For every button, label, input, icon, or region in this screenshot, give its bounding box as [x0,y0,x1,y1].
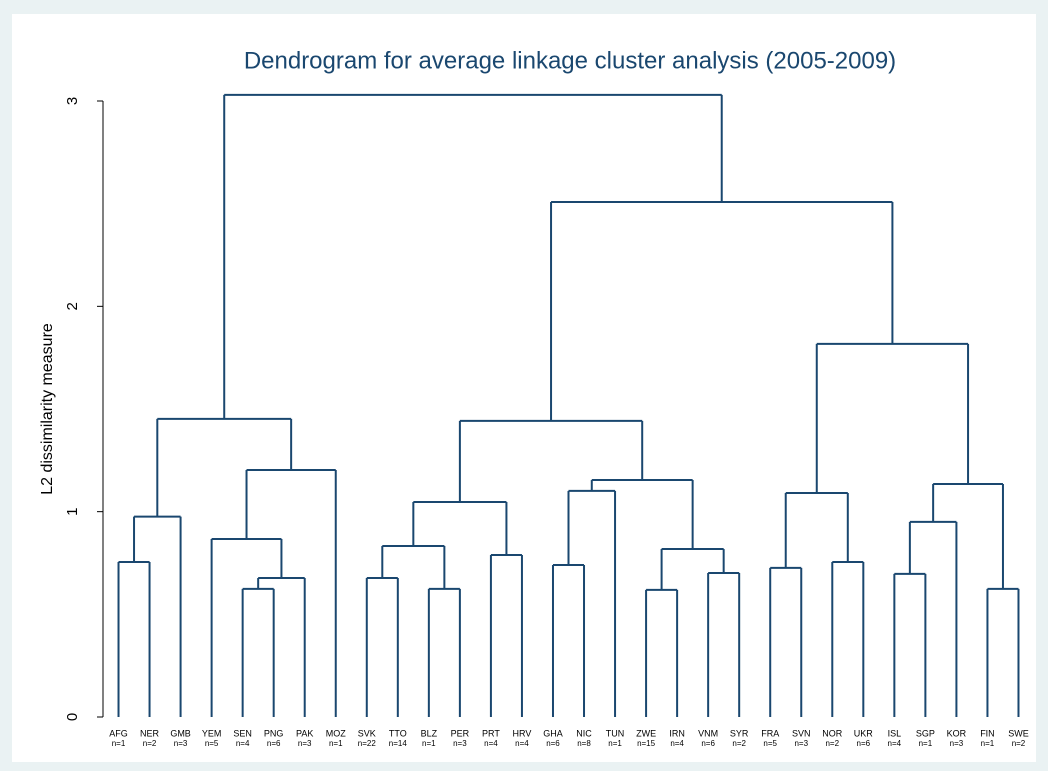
leaf-label: ZWE [636,728,656,738]
leaf-count: n=6 [267,739,281,748]
leaf-label: GHA [543,728,563,738]
leaf-count: n=2 [825,739,839,748]
leaf-label: TUN [606,728,625,738]
y-tick-label: 0 [64,713,81,721]
leaf-count: n=4 [236,739,250,748]
leaf-count: n=6 [546,739,560,748]
leaf-label: FIN [980,728,995,738]
chart-title: Dendrogram for average linkage cluster a… [244,47,896,74]
leaf-count: n=22 [358,739,377,748]
leaf-count: n=5 [763,739,777,748]
leaf-count: n=1 [981,739,995,748]
leaf-label: BLZ [421,728,438,738]
leaf-count: n=2 [732,739,746,748]
leaf-count: n=15 [637,739,656,748]
leaf-label: NIC [576,728,592,738]
leaf-count: n=3 [298,739,312,748]
leaf-count: n=5 [205,739,219,748]
leaf-count: n=4 [515,739,529,748]
leaf-label: SYR [730,728,749,738]
leaf-label: ISL [888,728,902,738]
leaf-label: IRN [669,728,685,738]
leaf-count: n=3 [174,739,188,748]
y-axis-label: L2 dissimilarity measure [39,323,56,495]
leaf-count: n=14 [389,739,408,748]
leaf-label: SWE [1008,728,1029,738]
leaf-label: SVN [792,728,811,738]
leaf-count: n=6 [701,739,715,748]
leaf-count: n=4 [484,739,498,748]
leaf-label: HRV [513,728,532,738]
leaf-count: n=2 [1012,739,1026,748]
leaf-label: FRA [761,728,779,738]
leaf-label: NOR [822,728,843,738]
leaf-count: n=1 [112,739,126,748]
leaf-label: SEN [233,728,252,738]
leaf-count: n=3 [794,739,808,748]
leaf-count: n=2 [143,739,157,748]
y-tick-label: 1 [64,507,81,515]
leaf-count: n=8 [577,739,591,748]
leaf-count: n=4 [670,739,684,748]
leaf-label: PNG [264,728,284,738]
leaf-count: n=1 [608,739,622,748]
y-tick-label: 2 [64,302,81,310]
leaf-label: VNM [698,728,718,738]
leaf-count: n=1 [422,739,436,748]
leaf-label: TTO [389,728,407,738]
leaf-label: PAK [296,728,313,738]
leaf-count: n=3 [453,739,467,748]
leaf-count: n=6 [857,739,871,748]
leaf-label: MOZ [326,728,346,738]
leaf-label: AFG [109,728,128,738]
leaf-count: n=1 [329,739,343,748]
leaf-label: PRT [482,728,500,738]
leaf-count: n=3 [950,739,964,748]
leaf-label: UKR [854,728,874,738]
leaf-label: SGP [916,728,935,738]
leaf-label: KOR [947,728,967,738]
y-tick-label: 3 [64,97,81,105]
leaf-label: PER [451,728,470,738]
leaf-label: NER [140,728,160,738]
leaf-label: YEM [202,728,222,738]
plot-background [12,14,1036,762]
leaf-count: n=1 [919,739,933,748]
leaf-label: GMB [170,728,191,738]
leaf-count: n=4 [888,739,902,748]
leaf-label: SVK [358,728,376,738]
